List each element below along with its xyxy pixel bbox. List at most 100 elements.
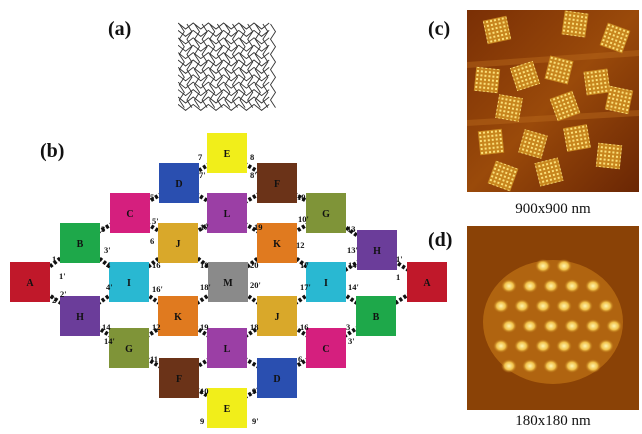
tile-assembly-diagram: ED FC L GB J KHA I M I AH K J BG L CF DE 121'2'33'55'77… bbox=[10, 133, 447, 428]
tile-letter: A bbox=[26, 278, 34, 289]
afm-lattice-square bbox=[534, 157, 564, 187]
dna-strand bbox=[178, 59, 270, 67]
dna-strand bbox=[186, 23, 193, 108]
afm-lattice-square bbox=[473, 66, 501, 94]
dna-strand bbox=[209, 23, 216, 108]
tile-square bbox=[306, 193, 346, 233]
sticky-end-number: 2' bbox=[60, 289, 67, 299]
afm-bump bbox=[493, 339, 509, 353]
tile-square bbox=[257, 163, 297, 203]
tile-square bbox=[158, 223, 198, 263]
dna-strand bbox=[178, 23, 185, 108]
tile-letter: H bbox=[76, 312, 84, 323]
tile-C-bottom: C bbox=[306, 328, 346, 368]
tile-letter: F bbox=[176, 374, 182, 385]
dna-strand bbox=[178, 103, 270, 111]
sticky-end-number: 1' bbox=[59, 271, 66, 281]
tile-D-bottom: D bbox=[257, 358, 297, 398]
sticky-end-number: 17 bbox=[300, 260, 309, 270]
afm-bump bbox=[598, 299, 614, 313]
dna-strand bbox=[269, 23, 277, 108]
tile-I-left: I bbox=[109, 262, 149, 302]
tile-square bbox=[357, 230, 397, 270]
afm-bump bbox=[585, 279, 601, 293]
tile-letter: L bbox=[224, 209, 231, 220]
tile-letter: C bbox=[126, 209, 133, 220]
dna-strand bbox=[201, 23, 208, 108]
dna-strand bbox=[178, 74, 270, 82]
afm-bump bbox=[585, 319, 601, 333]
afm-lattice-square bbox=[604, 85, 634, 115]
afm-bump bbox=[514, 299, 530, 313]
afm-bump bbox=[501, 359, 517, 373]
tile-letter: M bbox=[223, 278, 233, 289]
tile-letter: A bbox=[423, 278, 431, 289]
tile-letter: J bbox=[275, 312, 280, 323]
dna-strand bbox=[254, 23, 261, 108]
tile-letter: E bbox=[224, 149, 231, 160]
tile-letter: F bbox=[274, 179, 280, 190]
tile-square bbox=[306, 328, 346, 368]
afm-bump bbox=[543, 279, 559, 293]
afm-image-900nm bbox=[467, 10, 639, 192]
afm-lattice-square bbox=[599, 22, 631, 54]
afm-lattice-square bbox=[544, 55, 574, 85]
tile-L-bottom: L bbox=[207, 328, 247, 368]
tile-J-top: J bbox=[158, 223, 198, 263]
tile-F-bottom: F bbox=[159, 358, 199, 398]
sticky-end-number: 3' bbox=[348, 336, 355, 346]
afm-bump bbox=[522, 319, 538, 333]
tile-A-right: A bbox=[407, 262, 447, 302]
afm-bump bbox=[493, 299, 509, 313]
panel-label-c: (c) bbox=[428, 18, 451, 40]
afm-lattice-square bbox=[487, 160, 519, 192]
sticky-end-number: 12 bbox=[152, 322, 161, 332]
sticky-end-number: 10' bbox=[298, 214, 309, 224]
afm-lattice-square bbox=[595, 142, 623, 170]
sticky-end-number: 18 bbox=[250, 322, 259, 332]
sticky-end-number: 1 bbox=[52, 254, 56, 264]
sticky-end-number: 1' bbox=[396, 254, 403, 264]
dna-strand bbox=[216, 23, 223, 108]
sticky-end-number: 5' bbox=[152, 216, 159, 226]
sticky-end-number: 18 bbox=[200, 260, 209, 270]
tile-G-top: G bbox=[306, 193, 346, 233]
sticky-end-number: 20' bbox=[250, 280, 261, 290]
sticky-end-number: 16 bbox=[152, 260, 161, 270]
tile-G-bottom: G bbox=[109, 328, 149, 368]
tile-letter: I bbox=[324, 278, 328, 289]
tile-letter: K bbox=[174, 312, 182, 323]
afm-bump bbox=[501, 279, 517, 293]
sticky-end-number: 5 bbox=[150, 192, 154, 202]
dna-strand bbox=[178, 66, 270, 74]
afm-lattice-square bbox=[549, 90, 581, 122]
sticky-end-number: 16' bbox=[152, 284, 163, 294]
afm-bump bbox=[556, 339, 572, 353]
tile-square bbox=[356, 296, 396, 336]
tile-letter: D bbox=[273, 374, 280, 385]
afm-bump bbox=[535, 259, 551, 273]
dna-strand bbox=[247, 23, 254, 108]
tile-letter: H bbox=[373, 246, 381, 257]
tile-square bbox=[208, 262, 248, 302]
tile-K-bottom: K bbox=[158, 296, 198, 336]
tile-I-right: I bbox=[306, 262, 346, 302]
tile-H-right: H bbox=[357, 230, 397, 270]
afm-bump bbox=[535, 299, 551, 313]
dna-strand bbox=[178, 22, 270, 30]
tile-letter: G bbox=[322, 209, 330, 220]
tile-letter: D bbox=[175, 179, 182, 190]
tile-square bbox=[110, 193, 150, 233]
panel-label-a: (a) bbox=[108, 18, 132, 40]
afm-bump bbox=[577, 299, 593, 313]
tile-letter: L bbox=[224, 344, 231, 355]
tile-square bbox=[407, 262, 447, 302]
dna-strand bbox=[224, 23, 231, 108]
dna-strand bbox=[178, 44, 270, 52]
tile-square bbox=[109, 262, 149, 302]
tile-H-left: H bbox=[60, 296, 100, 336]
dna-strand bbox=[178, 29, 270, 37]
sticky-end-number: 19 bbox=[200, 322, 209, 332]
afm-bump bbox=[606, 319, 622, 333]
afm-lattice-square bbox=[561, 10, 589, 38]
